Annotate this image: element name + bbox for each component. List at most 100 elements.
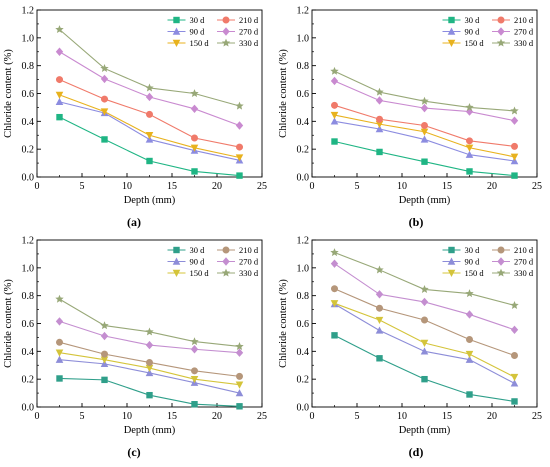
data-point: [145, 368, 154, 377]
data-point: [145, 92, 154, 102]
y-tick-label: 0.6: [297, 89, 310, 100]
x-tick-label: 10: [122, 181, 132, 192]
data-point: [465, 350, 474, 359]
data-point: [235, 154, 244, 162]
legend-label: 330 d: [514, 38, 534, 48]
data-point: [511, 352, 518, 360]
legend-marker: [173, 16, 180, 24]
data-point: [236, 403, 243, 410]
data-point: [421, 316, 428, 324]
data-point: [510, 106, 519, 115]
y-tick-label: 0.0: [22, 403, 35, 414]
chart-panel: 0 5 10 15 20 25 0.0 0.2 0.4 0.6 0.8 1.0 1.2 Depth (mm…: [278, 6, 542, 230]
legend-marker: [222, 246, 230, 254]
chart-series: [55, 317, 244, 357]
data-point: [145, 327, 154, 336]
data-point: [375, 124, 384, 133]
data-point: [235, 101, 244, 110]
data-point: [330, 259, 339, 268]
legend-marker: [221, 268, 231, 277]
x-tick-label: 0: [310, 181, 315, 192]
data-point: [55, 294, 64, 303]
legend-label: 330 d: [514, 268, 534, 278]
chart-series: [331, 332, 518, 405]
data-point: [511, 142, 518, 150]
legend-label: 90 d: [190, 257, 206, 267]
legend-entry: 330 d: [492, 268, 534, 278]
x-axis-label: Depth (mm): [399, 425, 451, 436]
x-axis-label: Depth (mm): [124, 425, 176, 436]
chart-series: [56, 76, 243, 151]
data-point: [420, 339, 429, 347]
x-tick-label: 25: [257, 181, 267, 192]
legend-entry: 150 d: [442, 38, 485, 48]
x-tick-label: 10: [122, 411, 132, 422]
legend-marker: [497, 27, 505, 36]
data-point: [465, 150, 474, 158]
data-point: [55, 25, 64, 34]
legend-entry: 270 d: [492, 27, 534, 37]
legend-label: 150 d: [465, 38, 485, 48]
y-tick-label: 0.0: [297, 173, 310, 184]
chart-series: [330, 66, 519, 115]
data-point: [236, 372, 243, 380]
panel-label: (b): [409, 215, 424, 229]
x-axis-label: Depth (mm): [124, 195, 176, 206]
data-point: [375, 96, 384, 105]
y-tick-label: 1.0: [22, 263, 35, 274]
legend-marker: [447, 257, 456, 265]
data-point: [420, 297, 429, 307]
chart-series: [331, 285, 518, 360]
legend-entry: 330 d: [492, 38, 534, 48]
y-tick-label: 0.0: [297, 403, 310, 414]
chart-series: [330, 300, 519, 382]
panel-label: (a): [127, 215, 141, 229]
y-axis-label: Chloride content (%): [278, 279, 289, 368]
data-point: [375, 290, 384, 299]
chart-series: [330, 76, 519, 125]
y-axis-label: Chloride content (%): [278, 49, 289, 138]
data-point: [56, 338, 63, 346]
data-point: [56, 375, 63, 382]
data-point: [146, 157, 153, 165]
data-point: [100, 321, 109, 330]
x-tick-label: 5: [355, 181, 360, 192]
legend-entry: 210 d: [217, 245, 259, 255]
data-point: [466, 336, 473, 344]
chart-series: [55, 349, 244, 389]
legend-marker: [497, 246, 505, 254]
data-point: [236, 172, 243, 179]
series-line: [59, 94, 240, 159]
y-tick-label: 1.2: [297, 6, 310, 17]
data-point: [101, 376, 108, 384]
chart-series: [55, 25, 244, 110]
legend-label: 270 d: [514, 27, 534, 37]
plot-frame: [36, 239, 263, 408]
x-tick-label: 15: [442, 181, 452, 192]
legend-entry: 30 d: [442, 245, 480, 255]
legend-label: 210 d: [514, 15, 534, 25]
legend-entry: 210 d: [492, 15, 534, 25]
legend-label: 90 d: [190, 27, 206, 37]
chart-series: [330, 259, 519, 334]
data-point: [190, 89, 199, 98]
series-line: [59, 116, 240, 177]
data-point: [146, 358, 153, 366]
legend-label: 150 d: [465, 268, 485, 278]
legend-label: 210 d: [239, 15, 259, 25]
data-point: [145, 340, 154, 350]
x-tick-label: 25: [532, 411, 542, 422]
chart-series: [56, 375, 243, 410]
y-tick-label: 0.8: [297, 61, 310, 72]
data-point: [510, 301, 519, 309]
chart-panel: 0 5 10 15 20 25 0.0 0.2 0.4 0.6 0.8 1.0 1.2 Depth (mm…: [3, 6, 267, 230]
chart-series: [330, 248, 519, 309]
data-point: [191, 401, 198, 408]
data-point: [376, 115, 383, 123]
legend-entry: 330 d: [217, 38, 259, 48]
data-point: [375, 87, 384, 96]
legend-entry: 210 d: [217, 15, 259, 25]
data-point: [56, 113, 63, 121]
chart-series: [55, 355, 244, 397]
legend-marker: [496, 38, 506, 47]
